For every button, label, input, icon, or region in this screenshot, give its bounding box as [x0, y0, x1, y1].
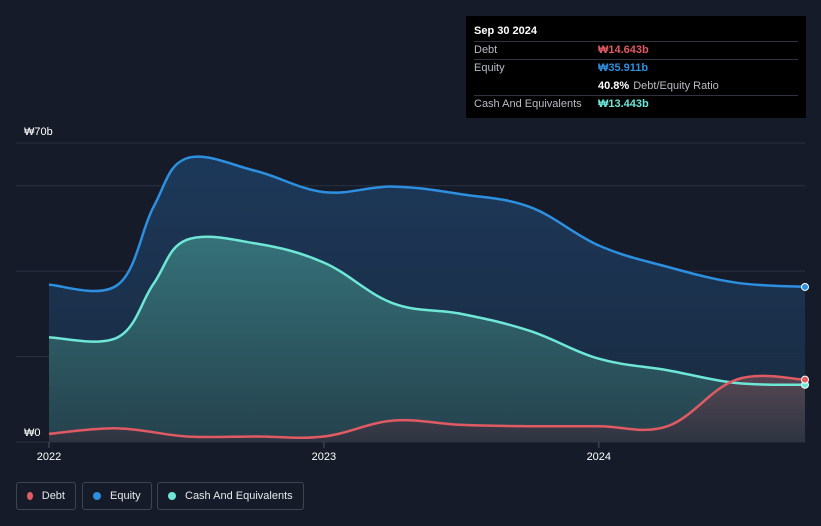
tooltip-cash-row: Cash And Equivalents ₩13.443b [474, 95, 798, 113]
tooltip-cash-value: ₩13.443b [598, 98, 649, 110]
series-lines [48, 155, 806, 439]
equity-dot-icon [93, 492, 101, 500]
legend-cash-label: Cash And Equivalents [185, 490, 293, 502]
cash-dot-icon [168, 492, 176, 500]
tooltip-debt-value: ₩14.643b [598, 44, 649, 56]
legend-equity-label: Equity [110, 490, 141, 502]
cash-and-equivalents-area [48, 236, 805, 442]
tooltip-debt-label: Debt [474, 44, 498, 56]
tooltip-date: Sep 30 2024 [474, 25, 537, 37]
legend-item-cash[interactable]: Cash And Equivalents [157, 482, 304, 510]
debt-dot-icon [27, 492, 33, 500]
legend-debt-label: Debt [41, 490, 65, 502]
series-endpoints [801, 282, 809, 389]
tooltip-debt-row: Debt ₩14.643b [474, 41, 798, 59]
legend-item-equity[interactable]: Equity [82, 482, 152, 510]
x-tick-label: 2022 [37, 451, 61, 463]
equity-endpoint [801, 282, 809, 291]
cash-and-equivalents-line [48, 235, 806, 387]
tooltip-equity-label: Equity [474, 62, 505, 74]
y-axis-top-label: ₩70b [24, 126, 53, 138]
axis-labels: ₩70b ₩0 [24, 126, 53, 439]
legend-item-debt[interactable]: Debt [16, 482, 76, 510]
tooltip-equity-value: ₩35.911b [598, 62, 649, 74]
equity-line [48, 155, 806, 293]
x-tick-label: 2024 [587, 451, 611, 463]
y-axis-bottom-label: ₩0 [24, 427, 41, 439]
debt-area [48, 375, 805, 442]
series-areas [48, 156, 805, 442]
data-tooltip: Sep 30 2024 Debt ₩14.643b Equity ₩35.911… [466, 16, 806, 118]
tooltip-cash-label: Cash And Equivalents [474, 98, 582, 110]
tooltip-equity-row: Equity ₩35.911b [474, 59, 798, 77]
tooltip-ratio-row: 40.8% Debt/Equity Ratio [474, 77, 798, 95]
x-tick-label: 2023 [312, 451, 336, 463]
x-axis-ticks: 2022 2023 2024 [37, 442, 611, 463]
tooltip-ratio-label: Debt/Equity Ratio [633, 80, 719, 92]
debt-line [48, 374, 806, 439]
debt-endpoint [801, 375, 809, 384]
tooltip-ratio-value: 40.8% [598, 80, 630, 92]
